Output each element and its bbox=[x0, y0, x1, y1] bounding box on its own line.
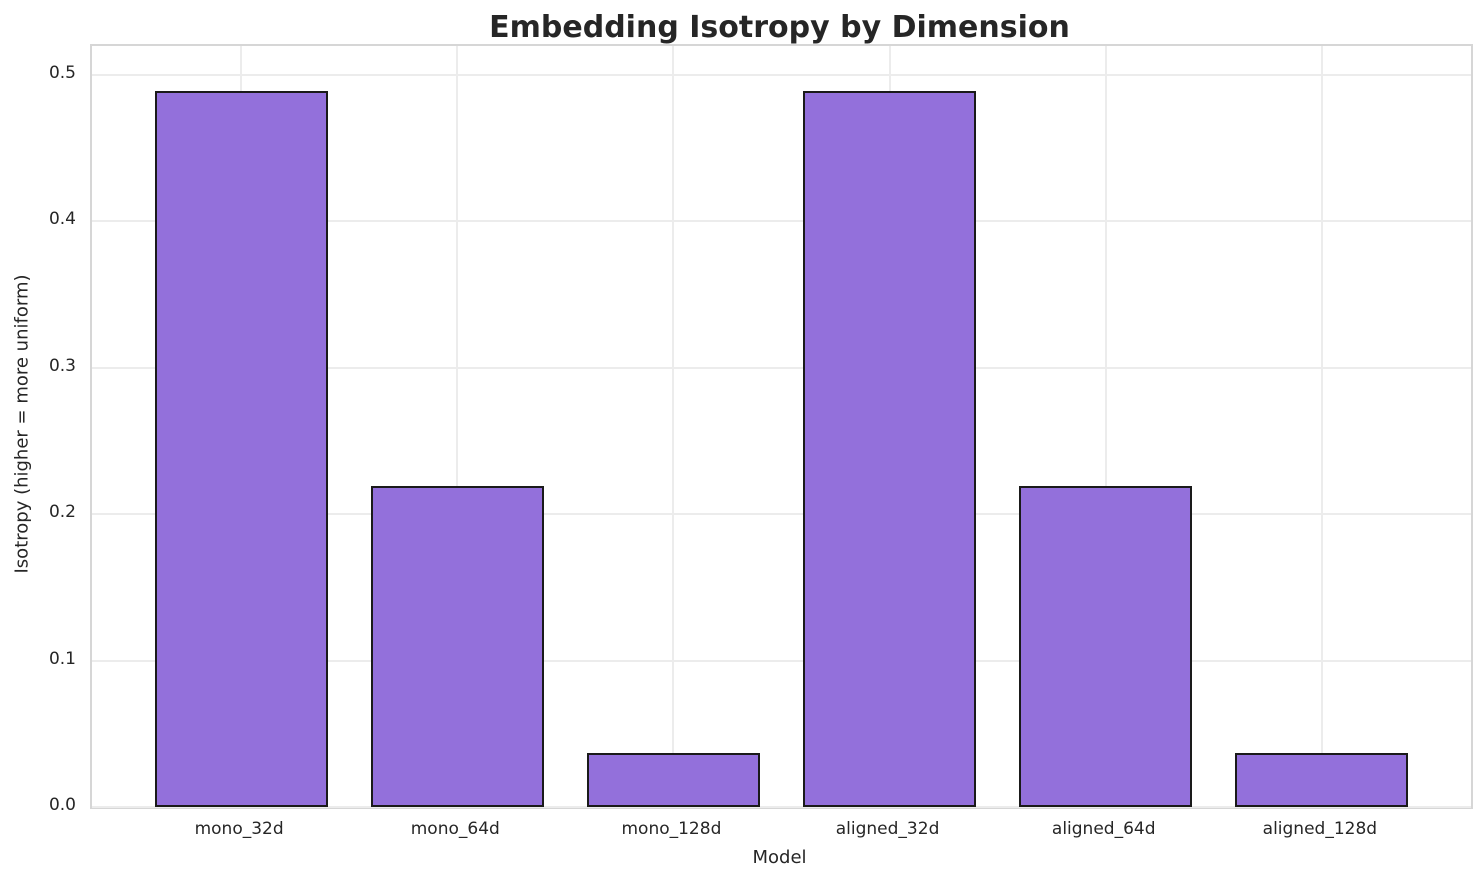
x-tick-label: aligned_128d bbox=[1262, 819, 1378, 839]
x-axis-label: Model bbox=[752, 847, 807, 868]
gridline-horizontal bbox=[92, 366, 1471, 369]
x-tick-label: mono_64d bbox=[410, 819, 500, 839]
x-tick-label: mono_128d bbox=[621, 819, 722, 839]
gridline-horizontal bbox=[92, 513, 1471, 516]
y-tick-label: 0.3 bbox=[48, 355, 76, 376]
gridline-horizontal bbox=[92, 220, 1471, 223]
gridline-vertical bbox=[456, 46, 459, 807]
gridline-horizontal bbox=[92, 73, 1471, 76]
gridline-vertical bbox=[1104, 46, 1107, 807]
bar-mono_64d bbox=[370, 486, 544, 807]
gridline-vertical bbox=[672, 46, 675, 807]
y-tick-label: 0.2 bbox=[48, 502, 76, 523]
bar-mono_128d bbox=[586, 752, 760, 807]
x-tick-label: mono_32d bbox=[194, 819, 284, 839]
gridline-horizontal bbox=[92, 659, 1471, 662]
chart-title: Embedding Isotropy by Dimension bbox=[489, 10, 1070, 45]
y-tick-label: 0.0 bbox=[48, 795, 76, 815]
y-tick-label: 0.4 bbox=[48, 209, 76, 230]
bar-aligned_128d bbox=[1235, 752, 1409, 807]
bar-mono_32d bbox=[154, 90, 328, 807]
gridline-vertical bbox=[1320, 46, 1323, 807]
x-tick-label: aligned_64d bbox=[1051, 819, 1156, 839]
bar-aligned_32d bbox=[803, 90, 977, 807]
bar-aligned_64d bbox=[1019, 486, 1193, 807]
y-axis-label: Isotropy (higher = more uniform) bbox=[11, 274, 33, 574]
y-tick-label: 0.1 bbox=[48, 648, 76, 669]
x-tick-label: aligned_32d bbox=[835, 819, 940, 839]
plot-area bbox=[90, 44, 1473, 809]
gridline-horizontal bbox=[92, 806, 1471, 808]
y-tick-label: 0.5 bbox=[48, 62, 76, 83]
